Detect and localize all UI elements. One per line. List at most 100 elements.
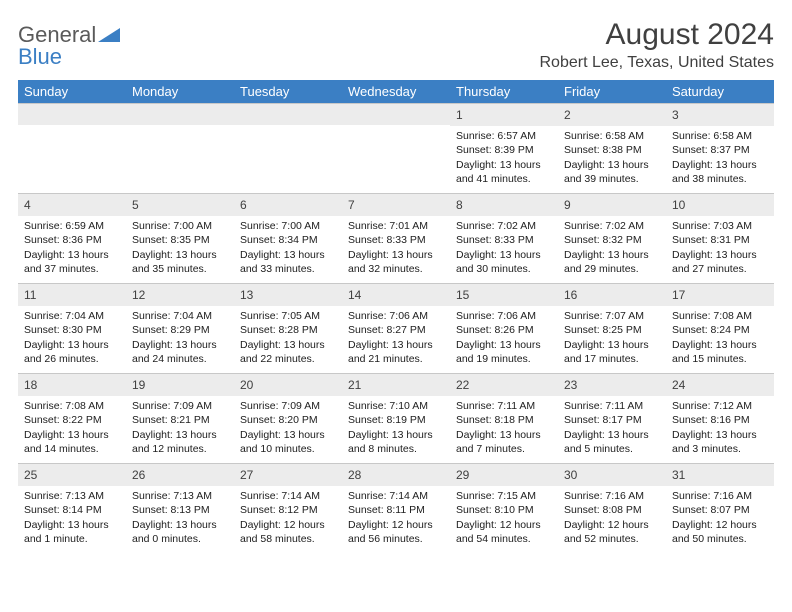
sunset-line: Sunset: 8:10 PM [456,503,552,517]
sunrise-line: Sunrise: 7:02 AM [456,219,552,233]
day-number: 11 [18,283,126,306]
daylight-line: Daylight: 13 hours and 12 minutes. [132,428,228,456]
sunset-line: Sunset: 8:14 PM [24,503,120,517]
calendar-cell: 13Sunrise: 7:05 AMSunset: 8:28 PMDayligh… [234,283,342,373]
day-number: 21 [342,373,450,396]
day-body: Sunrise: 7:02 AMSunset: 8:32 PMDaylight:… [558,216,666,282]
calendar-cell: 8Sunrise: 7:02 AMSunset: 8:33 PMDaylight… [450,193,558,283]
daylight-line: Daylight: 13 hours and 17 minutes. [564,338,660,366]
sunset-line: Sunset: 8:39 PM [456,143,552,157]
calendar-cell: 5Sunrise: 7:00 AMSunset: 8:35 PMDaylight… [126,193,234,283]
daylight-line: Daylight: 13 hours and 15 minutes. [672,338,768,366]
daylight-line: Daylight: 12 hours and 54 minutes. [456,518,552,546]
day-number: 1 [450,103,558,126]
daylight-line: Daylight: 13 hours and 38 minutes. [672,158,768,186]
day-number: 19 [126,373,234,396]
sunrise-line: Sunrise: 7:13 AM [132,489,228,503]
day-number: 8 [450,193,558,216]
calendar-cell [126,103,234,193]
calendar-cell: 17Sunrise: 7:08 AMSunset: 8:24 PMDayligh… [666,283,774,373]
sunrise-line: Sunrise: 7:14 AM [348,489,444,503]
calendar-row: 18Sunrise: 7:08 AMSunset: 8:22 PMDayligh… [18,373,774,463]
sunrise-line: Sunrise: 7:08 AM [672,309,768,323]
day-number: 26 [126,463,234,486]
sunrise-line: Sunrise: 7:16 AM [564,489,660,503]
sunset-line: Sunset: 8:32 PM [564,233,660,247]
sunset-line: Sunset: 8:20 PM [240,413,336,427]
day-body: Sunrise: 7:14 AMSunset: 8:11 PMDaylight:… [342,486,450,552]
day-number: 12 [126,283,234,306]
day-number: 17 [666,283,774,306]
day-body: Sunrise: 7:15 AMSunset: 8:10 PMDaylight:… [450,486,558,552]
day-body: Sunrise: 7:04 AMSunset: 8:30 PMDaylight:… [18,306,126,372]
day-body: Sunrise: 6:58 AMSunset: 8:38 PMDaylight:… [558,126,666,192]
calendar-row: 25Sunrise: 7:13 AMSunset: 8:14 PMDayligh… [18,463,774,553]
logo-text: General Blue [18,24,120,68]
sunrise-line: Sunrise: 7:10 AM [348,399,444,413]
day-body: Sunrise: 7:11 AMSunset: 8:17 PMDaylight:… [558,396,666,462]
day-body: Sunrise: 7:16 AMSunset: 8:08 PMDaylight:… [558,486,666,552]
weekday-header: Sunday [18,80,126,103]
daylight-line: Daylight: 13 hours and 10 minutes. [240,428,336,456]
day-number-blank [18,103,126,125]
day-number: 9 [558,193,666,216]
day-body: Sunrise: 7:01 AMSunset: 8:33 PMDaylight:… [342,216,450,282]
sunrise-line: Sunrise: 7:00 AM [240,219,336,233]
sunrise-line: Sunrise: 6:58 AM [564,129,660,143]
day-number: 3 [666,103,774,126]
day-number: 13 [234,283,342,306]
day-number: 18 [18,373,126,396]
sunset-line: Sunset: 8:38 PM [564,143,660,157]
daylight-line: Daylight: 13 hours and 39 minutes. [564,158,660,186]
sunset-line: Sunset: 8:33 PM [348,233,444,247]
day-body: Sunrise: 7:10 AMSunset: 8:19 PMDaylight:… [342,396,450,462]
calendar-cell: 23Sunrise: 7:11 AMSunset: 8:17 PMDayligh… [558,373,666,463]
weekday-header: Monday [126,80,234,103]
daylight-line: Daylight: 13 hours and 26 minutes. [24,338,120,366]
sunrise-line: Sunrise: 7:04 AM [24,309,120,323]
weekday-header: Wednesday [342,80,450,103]
day-number: 31 [666,463,774,486]
calendar-cell: 25Sunrise: 7:13 AMSunset: 8:14 PMDayligh… [18,463,126,553]
sunrise-line: Sunrise: 7:04 AM [132,309,228,323]
calendar-cell: 11Sunrise: 7:04 AMSunset: 8:30 PMDayligh… [18,283,126,373]
sunrise-line: Sunrise: 7:06 AM [456,309,552,323]
day-body: Sunrise: 7:00 AMSunset: 8:35 PMDaylight:… [126,216,234,282]
weekday-header: Thursday [450,80,558,103]
day-body: Sunrise: 7:13 AMSunset: 8:13 PMDaylight:… [126,486,234,552]
daylight-line: Daylight: 13 hours and 29 minutes. [564,248,660,276]
calendar-row: 11Sunrise: 7:04 AMSunset: 8:30 PMDayligh… [18,283,774,373]
sunset-line: Sunset: 8:08 PM [564,503,660,517]
day-number: 2 [558,103,666,126]
calendar-cell: 9Sunrise: 7:02 AMSunset: 8:32 PMDaylight… [558,193,666,283]
daylight-line: Daylight: 13 hours and 7 minutes. [456,428,552,456]
day-body: Sunrise: 7:05 AMSunset: 8:28 PMDaylight:… [234,306,342,372]
calendar-cell: 16Sunrise: 7:07 AMSunset: 8:25 PMDayligh… [558,283,666,373]
daylight-line: Daylight: 13 hours and 35 minutes. [132,248,228,276]
calendar-cell: 7Sunrise: 7:01 AMSunset: 8:33 PMDaylight… [342,193,450,283]
day-number-blank [126,103,234,125]
location: Robert Lee, Texas, United States [539,54,774,72]
calendar-cell: 3Sunrise: 6:58 AMSunset: 8:37 PMDaylight… [666,103,774,193]
calendar-cell: 28Sunrise: 7:14 AMSunset: 8:11 PMDayligh… [342,463,450,553]
daylight-line: Daylight: 13 hours and 21 minutes. [348,338,444,366]
day-body: Sunrise: 7:14 AMSunset: 8:12 PMDaylight:… [234,486,342,552]
calendar-cell [234,103,342,193]
day-body: Sunrise: 7:09 AMSunset: 8:21 PMDaylight:… [126,396,234,462]
sunset-line: Sunset: 8:31 PM [672,233,768,247]
day-body: Sunrise: 7:04 AMSunset: 8:29 PMDaylight:… [126,306,234,372]
sunset-line: Sunset: 8:37 PM [672,143,768,157]
daylight-line: Daylight: 12 hours and 56 minutes. [348,518,444,546]
sunrise-line: Sunrise: 7:07 AM [564,309,660,323]
sunset-line: Sunset: 8:36 PM [24,233,120,247]
month-title: August 2024 [539,18,774,52]
calendar-cell: 27Sunrise: 7:14 AMSunset: 8:12 PMDayligh… [234,463,342,553]
daylight-line: Daylight: 13 hours and 27 minutes. [672,248,768,276]
day-body: Sunrise: 7:13 AMSunset: 8:14 PMDaylight:… [18,486,126,552]
sunrise-line: Sunrise: 6:59 AM [24,219,120,233]
sunrise-line: Sunrise: 6:57 AM [456,129,552,143]
sunrise-line: Sunrise: 7:13 AM [24,489,120,503]
day-number: 29 [450,463,558,486]
daylight-line: Daylight: 13 hours and 32 minutes. [348,248,444,276]
weekday-header: Saturday [666,80,774,103]
